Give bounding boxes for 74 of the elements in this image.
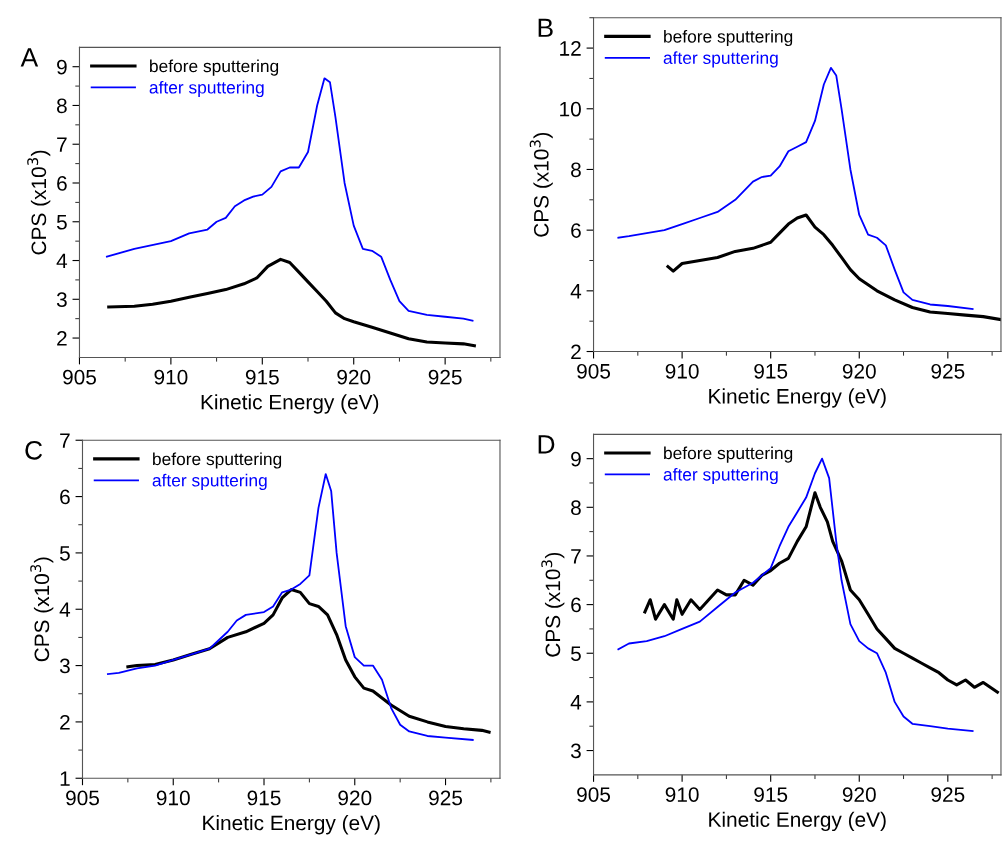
y-tick-label: 8 bbox=[571, 162, 581, 178]
y-tick-label: 5 bbox=[570, 646, 581, 661]
x-tick-label: 915 bbox=[754, 787, 788, 802]
legend-label: before sputtering bbox=[664, 29, 793, 47]
y-tick-label: 4 bbox=[570, 284, 582, 299]
y-axis-title: CPS (x10$^{3}$) bbox=[529, 132, 553, 237]
y-tick-label: 2 bbox=[571, 344, 581, 360]
chart-title: D bbox=[538, 435, 555, 454]
y-axis-title: CPS (x10$^{3}$) bbox=[30, 557, 54, 662]
y-tick-label: 8 bbox=[56, 98, 67, 114]
x-tick-label: 920 bbox=[338, 790, 372, 806]
legend-label: before sputtering bbox=[153, 452, 282, 469]
y-tick-label: 4 bbox=[570, 695, 582, 710]
x-tick-label: 915 bbox=[245, 369, 279, 385]
y-tick-label: 6 bbox=[571, 597, 581, 613]
y-tick-label: 6 bbox=[57, 176, 67, 191]
y-axis-title: CPS (x10$^{3}$) bbox=[541, 552, 565, 657]
x-tick-label: 915 bbox=[754, 363, 788, 379]
legend-label: before sputtering bbox=[150, 59, 279, 76]
y-tick-label: 3 bbox=[56, 292, 67, 308]
y-tick-label: 2 bbox=[60, 714, 70, 730]
legend-label: after sputtering bbox=[663, 467, 778, 485]
x-axis-title: Kinetic Energy (eV) bbox=[203, 815, 380, 835]
x-tick-label: 910 bbox=[665, 363, 699, 379]
chart-title: C bbox=[25, 440, 43, 460]
y-tick-label: 3 bbox=[59, 658, 70, 674]
x-tick-label: 910 bbox=[156, 790, 190, 806]
y-tick-label: 6 bbox=[571, 223, 581, 238]
y-axis-title: CPS (x10$^{3}$) bbox=[27, 150, 51, 255]
y-tick-label: 4 bbox=[59, 602, 71, 617]
x-tick-label: 920 bbox=[842, 363, 876, 379]
x-axis-title: Kinetic Energy (eV) bbox=[709, 811, 886, 832]
x-tick-label: 905 bbox=[577, 787, 611, 802]
line-series bbox=[107, 257, 476, 348]
y-tick-label: 5 bbox=[59, 546, 70, 561]
chart-title: B bbox=[538, 18, 553, 37]
x-tick-label: 905 bbox=[66, 790, 99, 806]
y-tick-label: 9 bbox=[57, 59, 67, 75]
line-series bbox=[666, 213, 1001, 322]
x-tick-label: 910 bbox=[154, 369, 188, 385]
chart-title: A bbox=[20, 48, 39, 67]
line-series bbox=[617, 66, 974, 310]
x-tick-label: 925 bbox=[931, 787, 965, 802]
y-tick-label: 7 bbox=[571, 549, 581, 564]
legend-label: before sputtering bbox=[664, 446, 793, 463]
y-tick-label: 5 bbox=[56, 214, 67, 230]
y-tick-label: 7 bbox=[60, 433, 70, 448]
x-tick-label: 920 bbox=[337, 369, 371, 385]
x-tick-label: 925 bbox=[931, 363, 965, 379]
y-tick-label: 2 bbox=[57, 331, 67, 346]
x-tick-label: 905 bbox=[63, 369, 96, 385]
x-axis-title: Kinetic Energy (eV) bbox=[201, 394, 379, 414]
y-tick-label: 10 bbox=[560, 101, 581, 117]
line-series bbox=[106, 473, 474, 741]
x-tick-label: 915 bbox=[247, 790, 281, 806]
y-tick-label: 9 bbox=[571, 451, 581, 467]
y-tick-label: 1 bbox=[60, 771, 70, 786]
line-series bbox=[105, 77, 474, 322]
y-tick-label: 6 bbox=[60, 489, 70, 505]
legend-label: after sputtering bbox=[149, 80, 264, 98]
y-tick-label: 4 bbox=[56, 253, 68, 269]
x-tick-label: 925 bbox=[429, 790, 463, 806]
x-tick-label: 925 bbox=[428, 369, 462, 385]
x-tick-label: 910 bbox=[665, 787, 699, 802]
y-tick-label: 3 bbox=[570, 743, 581, 759]
x-axis-title: Kinetic Energy (eV) bbox=[709, 388, 886, 408]
line-series bbox=[643, 491, 999, 694]
legend-label: after sputtering bbox=[152, 473, 267, 490]
y-tick-label: 8 bbox=[571, 500, 581, 516]
x-tick-label: 905 bbox=[577, 363, 611, 379]
x-tick-label: 920 bbox=[842, 787, 876, 802]
y-tick-label: 12 bbox=[560, 41, 581, 56]
legend-label: after sputtering bbox=[663, 51, 778, 68]
y-tick-label: 7 bbox=[57, 137, 67, 152]
